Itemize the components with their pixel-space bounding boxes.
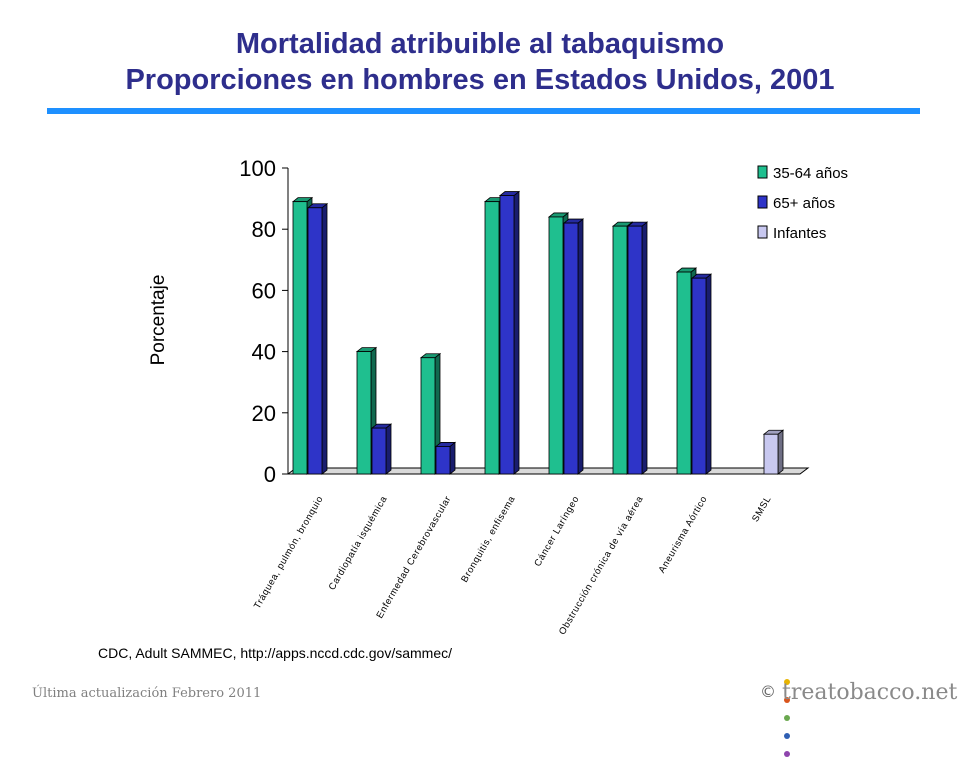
title-line-1: Mortalidad atribuible al tabaquismo <box>235 28 725 60</box>
brand-dot <box>784 733 790 739</box>
bar-front <box>612 225 628 475</box>
x-tick-label: Cáncer Laríngeo <box>532 494 581 569</box>
bar-front <box>356 351 372 475</box>
bar-front <box>499 195 515 475</box>
y-axis-label: Porcentaje <box>148 275 169 366</box>
bar-front <box>676 271 692 475</box>
x-tick-label: Aneurisma Aórtico <box>657 494 710 575</box>
copyright-icon: © <box>760 682 776 701</box>
source-citation: CDC, Adult SAMMEC, http://apps.nccd.cdc.… <box>98 645 453 661</box>
bar-front <box>292 201 308 475</box>
bar <box>370 423 393 475</box>
brand-dot <box>784 697 790 703</box>
y-tick-label: 100 <box>239 156 276 181</box>
title-line-2: Proporciones en hombres en Estados Unido… <box>125 64 835 96</box>
bar <box>626 221 649 475</box>
x-tick-label: Enfermedad Cerebrovascular <box>374 494 453 620</box>
bar-front <box>435 446 451 475</box>
brand-dot <box>784 715 790 721</box>
x-tick-label: Bronquitis, enfisema <box>459 494 518 585</box>
bar-side <box>777 429 784 475</box>
bar-front <box>691 277 707 475</box>
y-tick-label: 60 <box>252 278 276 303</box>
bar-side <box>449 441 456 475</box>
legend-swatch <box>757 165 768 179</box>
slide-title: Mortalidad atribuible al tabaquismo Prop… <box>0 26 960 98</box>
bar-side <box>705 273 712 475</box>
bar <box>434 441 457 475</box>
bar <box>306 202 329 475</box>
legend-swatch <box>757 225 768 239</box>
bar-chart: 0 20 40 60 80 100 Porcentaje Tráquea, pulmón, b… <box>148 156 848 637</box>
brand-dot <box>784 751 790 757</box>
bar <box>762 429 785 475</box>
y-tick-label: 0 <box>264 462 276 487</box>
bar-side <box>641 221 648 475</box>
bar-front <box>484 201 500 475</box>
bar-front <box>627 225 643 475</box>
brand-dot <box>784 679 790 685</box>
y-tick-label: 40 <box>252 340 276 365</box>
bar-side <box>321 202 328 475</box>
brand-name: treatobacco.net <box>782 680 958 705</box>
bar-side <box>513 190 520 475</box>
x-tick-label: SMSL <box>750 494 774 524</box>
bar-side <box>577 218 584 475</box>
legend-swatch <box>757 195 768 209</box>
y-tick-label: 20 <box>252 401 276 426</box>
bar <box>562 218 585 475</box>
bar-front <box>548 216 564 475</box>
x-tick-label: Tráquea, pulmón, bronquio <box>252 494 326 611</box>
legend-label: 35-64 años <box>773 165 848 182</box>
bar <box>690 273 713 475</box>
legend-label: Infantes <box>773 225 826 242</box>
bar <box>498 190 521 475</box>
bar-side <box>385 423 392 475</box>
y-tick-label: 80 <box>252 217 276 242</box>
bar-front <box>420 357 436 475</box>
legend-label: 65+ años <box>773 195 835 212</box>
title-underline <box>47 108 920 114</box>
x-tick-label: Cardiopatía isquémica <box>327 494 390 592</box>
bar-front <box>763 433 779 475</box>
last-updated-note: Última actualización Febrero 2011 <box>32 686 262 701</box>
bar-front <box>371 427 387 475</box>
bar-front <box>307 207 323 475</box>
bar-front <box>563 222 579 475</box>
